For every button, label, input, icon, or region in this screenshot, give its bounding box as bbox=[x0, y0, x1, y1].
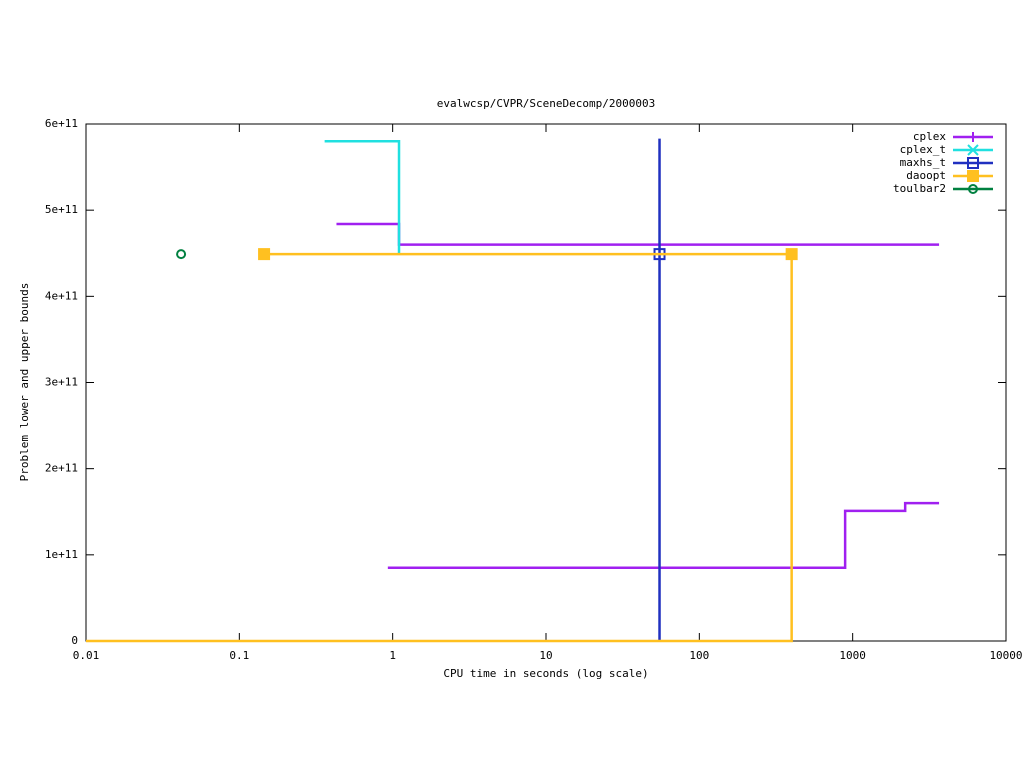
y-tick-label: 1e+11 bbox=[45, 548, 78, 561]
series-line bbox=[336, 222, 940, 570]
y-tick-label: 6e+11 bbox=[45, 117, 78, 130]
marker bbox=[968, 184, 978, 194]
marker bbox=[967, 170, 979, 182]
y-tick-label: 5e+11 bbox=[45, 203, 78, 216]
x-tick-label: 10000 bbox=[989, 649, 1022, 662]
x-tick-label: 0.01 bbox=[73, 649, 100, 662]
series-line bbox=[324, 139, 401, 254]
y-tick-label: 4e+11 bbox=[45, 289, 78, 302]
legend-label: maxhs_t bbox=[900, 156, 946, 169]
marker bbox=[968, 132, 978, 142]
legend-label: cplex bbox=[913, 130, 946, 143]
x-tick-label: 10 bbox=[539, 649, 552, 662]
legend-label: toulbar2 bbox=[893, 182, 946, 195]
y-tick-label: 3e+11 bbox=[45, 376, 78, 389]
x-tick-label: 0.1 bbox=[229, 649, 249, 662]
x-tick-label: 1 bbox=[389, 649, 396, 662]
x-axis-label: CPU time in seconds (log scale) bbox=[443, 667, 648, 680]
x-tick-label: 1000 bbox=[839, 649, 866, 662]
marker bbox=[176, 249, 187, 260]
marker bbox=[258, 248, 271, 261]
chart-title: evalwcsp/CVPR/SceneDecomp/2000003 bbox=[437, 97, 656, 110]
marker bbox=[967, 157, 979, 169]
marker bbox=[785, 248, 798, 261]
y-tick-label: 2e+11 bbox=[45, 462, 78, 475]
plot-frame bbox=[85, 123, 1007, 642]
x-tick-label: 100 bbox=[689, 649, 709, 662]
series-line bbox=[86, 252, 793, 643]
marker bbox=[967, 144, 979, 156]
y-tick-label: 0 bbox=[71, 634, 78, 647]
legend-label: cplex_t bbox=[900, 143, 946, 156]
y-axis-label: Problem lower and upper bounds bbox=[18, 283, 31, 482]
legend-label: daoopt bbox=[906, 169, 946, 182]
